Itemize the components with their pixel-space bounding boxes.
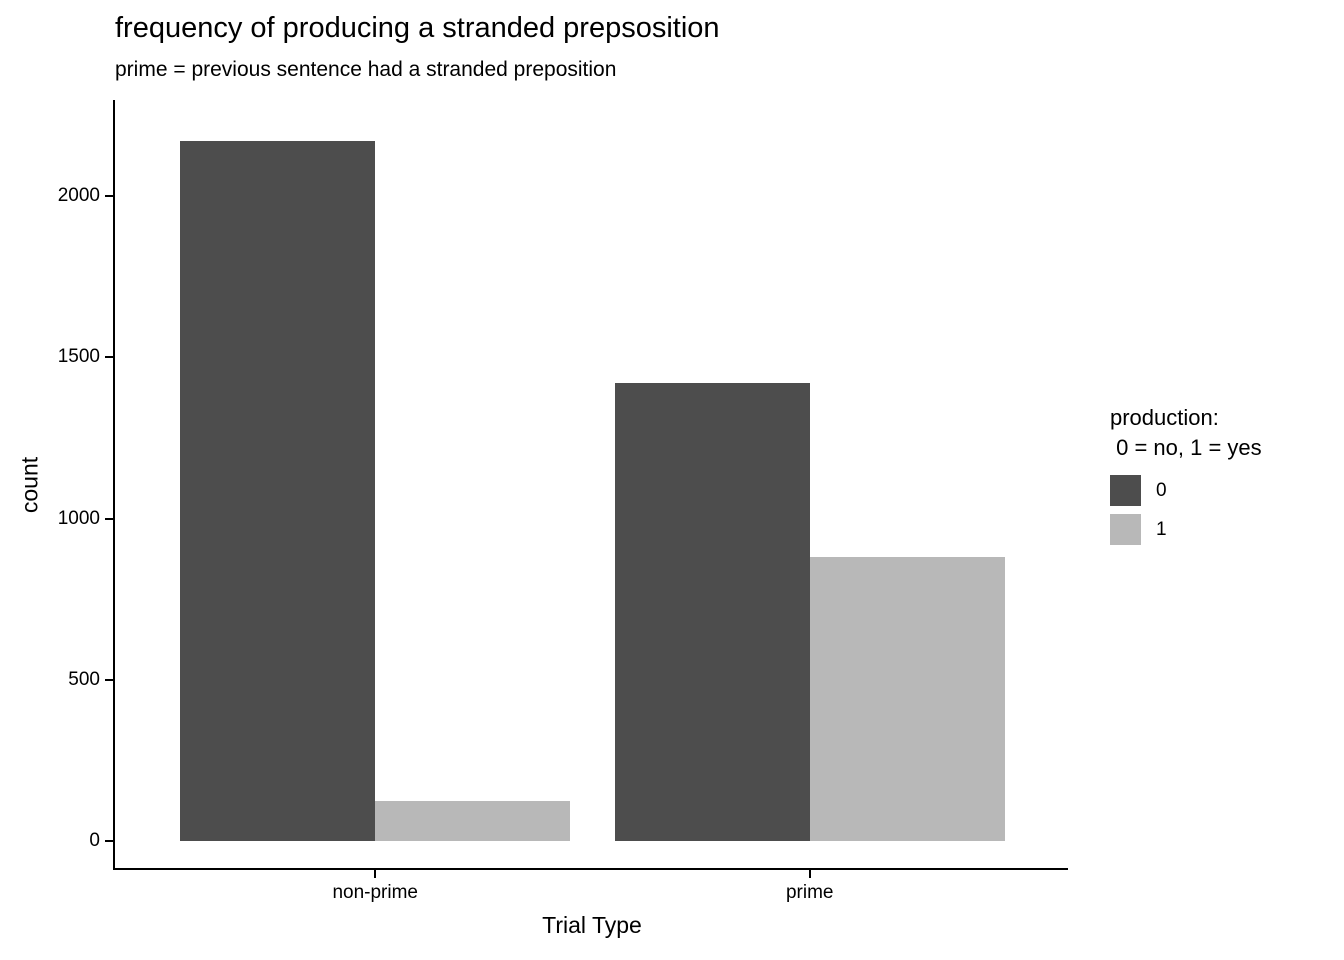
y-axis-title: count [16, 456, 43, 514]
bar-non-prime-production-0 [180, 141, 376, 841]
y-tick-mark [105, 356, 113, 359]
legend-title-line-1: production: [1110, 405, 1219, 430]
y-tick-mark [105, 678, 113, 681]
x-axis-title: Trial Type [542, 912, 642, 938]
legend-entry-label: 0 [1156, 479, 1167, 501]
y-tick-label-0: 0 [89, 830, 100, 851]
x-tick-label-non-prime: non-prime [332, 882, 419, 903]
y-tick-label-1500: 1500 [57, 346, 100, 368]
legend-entry-label: 1 [1156, 518, 1167, 540]
x-tick-mark [808, 870, 811, 878]
y-tick-label-500: 500 [68, 668, 100, 690]
bar-non-prime-production-1 [375, 800, 571, 841]
y-tick-mark [105, 195, 113, 197]
legend-swatch-1 [1110, 514, 1141, 545]
y-tick-label-1000: 1000 [57, 507, 100, 529]
y-tick-mark [105, 840, 113, 842]
bar-prime-production-0 [614, 383, 810, 841]
bar-prime-production-1 [809, 557, 1005, 841]
legend-entry-1: 1 [1110, 514, 1262, 545]
chart-subtitle: prime = previous sentence had a stranded… [115, 58, 617, 81]
legend-swatch-0 [1110, 475, 1141, 506]
y-tick-label-2000: 2000 [57, 185, 100, 206]
x-tick-mark [374, 870, 377, 878]
x-tick-label-prime: prime [785, 882, 834, 903]
legend-entry-0: 0 [1110, 475, 1262, 506]
y-tick-mark [105, 517, 113, 520]
chart-title: frequency of producing a stranded prepso… [115, 12, 720, 44]
legend-title-line-2: 0 = no, 1 = yes [1110, 435, 1262, 460]
